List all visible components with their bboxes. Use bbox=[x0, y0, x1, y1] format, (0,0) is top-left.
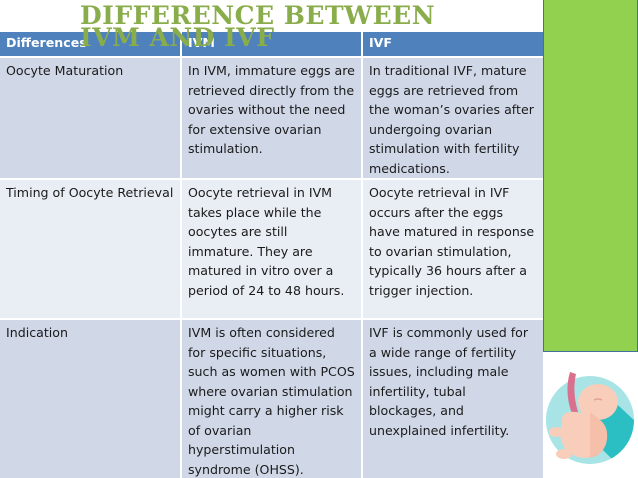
header-differences: Differences bbox=[0, 32, 182, 58]
header-ivm: IVM bbox=[181, 32, 363, 58]
cell-ivm: In IVM, immature eggs are retrieved dire… bbox=[181, 57, 363, 180]
cell-difference: Timing of Oocyte Retrieval bbox=[0, 179, 182, 320]
table-row: Indication IVM is often considered for s… bbox=[0, 319, 543, 478]
cell-ivf: IVF is commonly used for a wide range of… bbox=[362, 319, 543, 478]
cell-ivm: Oocyte retrieval in IVM takes place whil… bbox=[181, 179, 363, 320]
table-row: Timing of Oocyte Retrieval Oocyte retrie… bbox=[0, 179, 543, 320]
header-ivf: IVF bbox=[362, 32, 543, 58]
title-line-1: DIFFERENCE BETWEEN bbox=[80, 1, 436, 30]
table-header-row: Differences IVM IVF bbox=[0, 32, 543, 58]
cell-ivm: IVM is often considered for specific sit… bbox=[181, 319, 363, 478]
embryo-icon bbox=[544, 362, 636, 474]
accent-green-box bbox=[543, 0, 638, 352]
cell-difference: Indication bbox=[0, 319, 182, 478]
cell-difference: Oocyte Maturation bbox=[0, 57, 182, 180]
cell-ivf: Oocyte retrieval in IVF occurs after the… bbox=[362, 179, 543, 320]
table-row: Oocyte Maturation In IVM, immature eggs … bbox=[0, 57, 543, 180]
cell-ivf: In traditional IVF, mature eggs are retr… bbox=[362, 57, 543, 180]
comparison-table: Differences IVM IVF Oocyte Maturation In… bbox=[0, 32, 543, 478]
